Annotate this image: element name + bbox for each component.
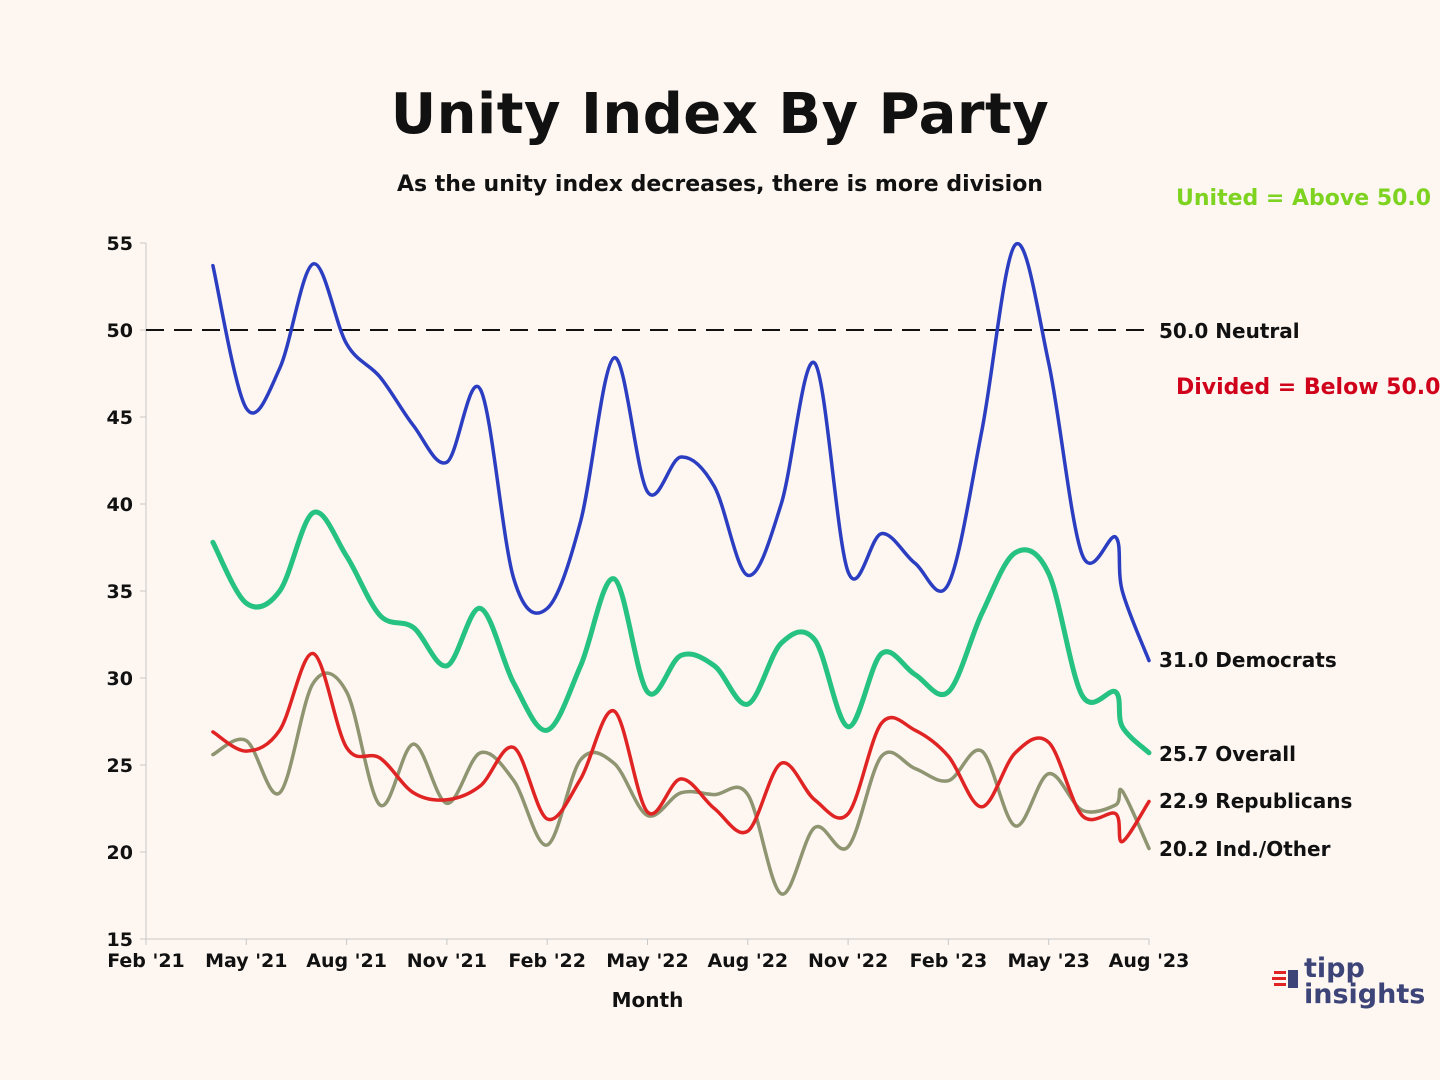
x-tick-label: Nov '22: [808, 950, 888, 972]
y-tick-label: 30: [107, 668, 133, 690]
y-tick-label: 45: [107, 407, 133, 429]
series-line-democrats: [211, 241, 1151, 663]
x-tick-label: Feb '21: [107, 950, 185, 972]
x-tick-label: Aug '23: [1109, 950, 1190, 972]
y-tick-label: 40: [107, 494, 133, 516]
logo-line-2: insights: [1304, 979, 1426, 1010]
y-tick-label: 55: [107, 233, 133, 255]
x-tick-label: May '22: [606, 950, 688, 972]
logo-text: tipp insights: [1304, 953, 1426, 1010]
neutral-reference-label: 50.0 Neutral: [1159, 319, 1300, 343]
logo-line-1: tipp: [1304, 953, 1365, 984]
y-tick-label: 15: [107, 929, 133, 951]
united-annotation: United = Above 50.0: [1176, 186, 1431, 211]
x-tick-label: Feb '22: [508, 950, 586, 972]
series-group: [210, 241, 1152, 896]
chart-title: Unity Index By Party: [390, 82, 1050, 147]
y-tick-label: 20: [107, 842, 133, 864]
y-tick-label: 35: [107, 581, 133, 603]
x-tick-label: Aug '22: [707, 950, 788, 972]
tipp-insights-logo: tipp insights: [1272, 955, 1425, 1018]
y-tick-label: 25: [107, 755, 133, 777]
reference-line-group: 50.0 Neutral United = Above 50.0 Divided =…: [146, 186, 1440, 400]
series-line-republicans: [211, 651, 1151, 844]
labels-group: 20.2 Ind./Other 22.9 Republicans 25.7 Over…: [1159, 648, 1352, 861]
x-axis-title: Month: [612, 988, 684, 1012]
divided-annotation: Divided = Below 50.0: [1176, 375, 1440, 400]
x-tick-label: Aug '21: [306, 950, 387, 972]
series-line-ind-other: [211, 671, 1151, 896]
x-tick-label: Nov '21: [407, 950, 487, 972]
axes: 15 20 25 30 35 40 45 50 55 Feb '21 May '21 Aug '21 N…: [107, 233, 1190, 1012]
series-end-label-ind-other: 20.2 Ind./Other: [1159, 837, 1331, 861]
y-tick-label: 50: [107, 320, 133, 342]
x-tick-label: Feb '23: [910, 950, 988, 972]
series-end-label-overall: 25.7 Overall: [1159, 742, 1296, 766]
x-tick-label: May '23: [1007, 950, 1089, 972]
x-tick-label: May '21: [205, 950, 287, 972]
series-line-overall: [210, 509, 1152, 756]
logo-flag-icon: [1272, 970, 1298, 988]
chart-subtitle: As the unity index decreases, there is m…: [397, 172, 1043, 197]
series-end-label-democrats: 31.0 Democrats: [1159, 648, 1337, 672]
series-end-label-republicans: 22.9 Republicans: [1159, 789, 1352, 813]
